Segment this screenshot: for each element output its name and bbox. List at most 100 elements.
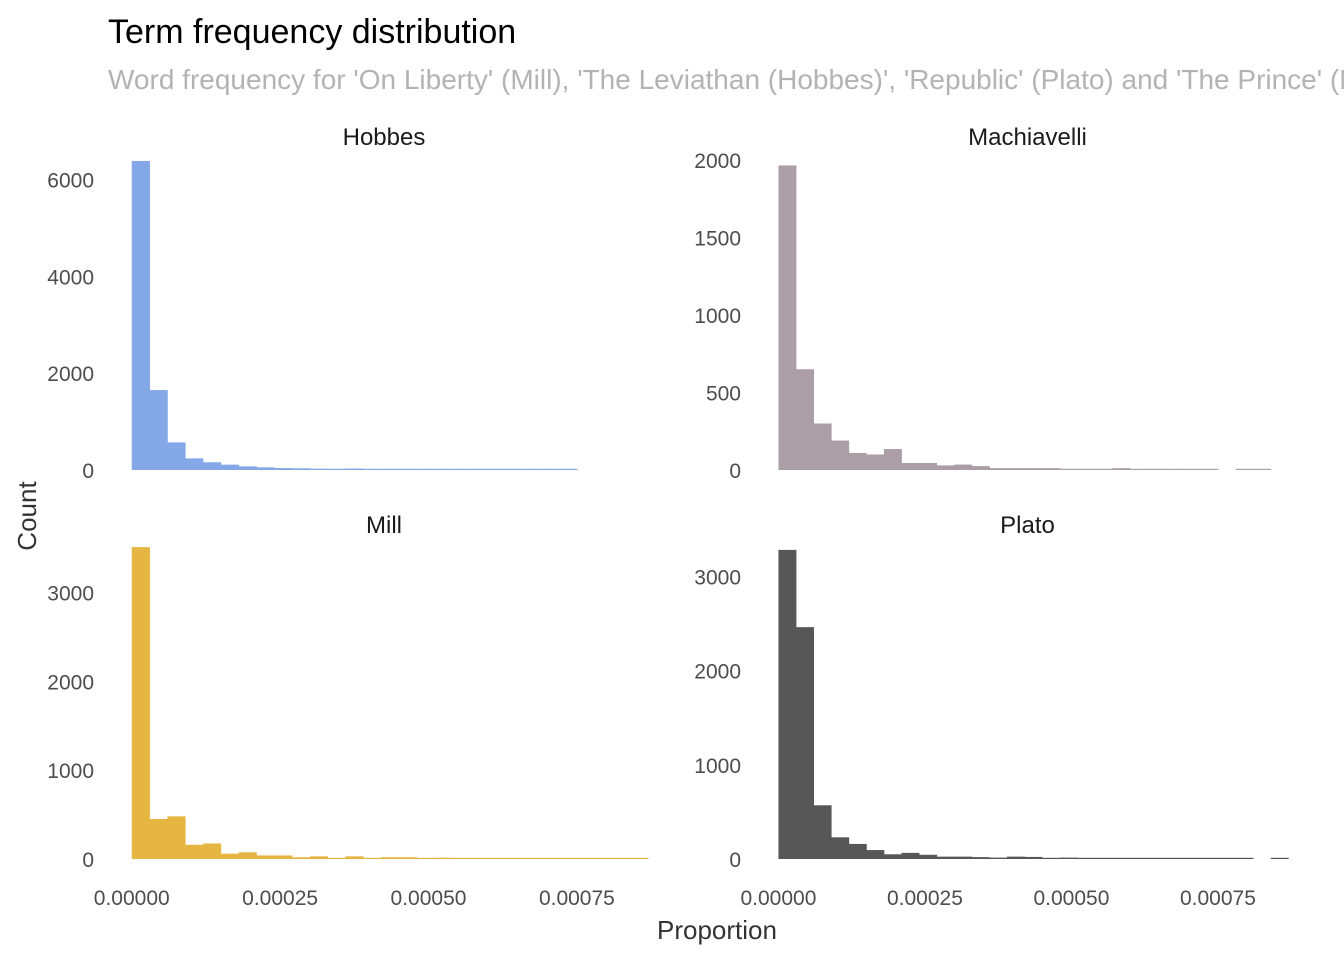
histogram-bar: [971, 466, 990, 471]
histogram-bar: [848, 452, 867, 470]
histogram-bar: [309, 468, 329, 470]
histogram-bar: [1024, 468, 1043, 470]
histogram-bar: [813, 423, 832, 470]
histogram-bar: [327, 857, 346, 859]
histogram-bar: [796, 369, 814, 470]
facet-label: Mill: [366, 512, 402, 539]
histogram-bar: [866, 850, 885, 859]
histogram-bar: [238, 852, 257, 859]
histogram-bar: [901, 852, 920, 859]
histogram-bar: [778, 165, 797, 470]
histogram-bar: [1235, 468, 1254, 470]
facet-label: Plato: [1000, 512, 1055, 539]
histogram-bar: [1270, 857, 1289, 859]
histogram-bar: [131, 547, 150, 859]
histogram-bar: [398, 857, 418, 859]
histogram-bar: [434, 468, 453, 470]
histogram-bar: [220, 853, 239, 859]
histogram-bar: [1253, 468, 1272, 470]
histogram-bar: [919, 854, 938, 859]
x-tick-label: 0.00025: [887, 887, 963, 910]
y-tick-label: 1000: [694, 305, 741, 328]
histogram-bar: [883, 449, 902, 470]
histogram-bar: [149, 819, 168, 859]
histogram-bar: [149, 390, 168, 470]
histogram-bar: [831, 837, 850, 859]
histogram-bar: [434, 857, 453, 859]
histogram-bar: [238, 466, 257, 470]
histogram-bar: [1182, 857, 1201, 859]
histogram-bar: [523, 468, 542, 470]
histogram-bar: [989, 857, 1008, 859]
histogram-bar: [1077, 857, 1096, 859]
histogram-bar: [256, 467, 275, 470]
x-tick-label: 0.00050: [391, 887, 467, 910]
y-tick-label: 3000: [47, 582, 94, 605]
histogram-bar: [416, 468, 435, 470]
histogram-bar: [292, 468, 311, 470]
chart-subtitle: Word frequency for 'On Liberty' (Mill), …: [108, 64, 1344, 95]
histogram-bar: [1200, 857, 1219, 859]
histogram-bar: [416, 857, 435, 859]
histogram-bar: [202, 462, 222, 470]
histogram-bar: [523, 857, 542, 859]
facet-hobbes: Hobbes 0 2000 4000 6000: [47, 124, 578, 483]
histogram-bar: [1024, 856, 1043, 859]
histogram-bar: [345, 468, 364, 470]
histogram-bar: [883, 854, 902, 859]
y-tick-label: 0: [729, 460, 741, 483]
histogram-bar: [919, 463, 938, 470]
histogram-bar: [954, 856, 973, 859]
histogram-bar: [1235, 857, 1254, 859]
histogram-bar: [452, 468, 471, 470]
y-tick-label: 0: [82, 460, 94, 483]
histogram-bar: [1200, 468, 1219, 470]
histogram-bar: [559, 468, 578, 470]
histogram-bar: [1094, 857, 1113, 859]
x-tick-label: 0.00000: [94, 887, 170, 910]
histogram-bar: [1042, 857, 1061, 859]
x-tick-label: 0.00075: [539, 887, 615, 910]
histogram-bar: [813, 805, 832, 859]
facet-mill: Mill 0 1000 2000 3000 0.00000 0.00025 0.00050 0.…: [47, 512, 649, 910]
histogram-bar: [796, 627, 814, 859]
histogram-bar: [363, 857, 382, 859]
histogram-bar: [292, 857, 311, 859]
histogram-bar: [398, 468, 418, 470]
histogram-bar: [1112, 468, 1131, 470]
y-tick-label: 2000: [694, 661, 741, 684]
x-tick-label: 0.00025: [242, 887, 318, 910]
histogram-bar: [1112, 857, 1131, 859]
y-tick-label: 1500: [694, 228, 741, 251]
histogram-bar: [1165, 857, 1184, 859]
histogram-bar: [1130, 468, 1149, 470]
histogram-bar: [936, 465, 955, 470]
y-tick-label: 3000: [694, 566, 741, 589]
histogram-bar: [363, 468, 382, 470]
histogram-bar: [559, 857, 578, 859]
histogram-bar: [167, 816, 186, 859]
histogram-bar: [1094, 468, 1113, 470]
histogram-bar: [594, 857, 613, 859]
histogram-bar: [1217, 857, 1236, 859]
histogram-bar: [612, 857, 631, 859]
histogram-bar: [1147, 468, 1166, 470]
histogram-bar: [505, 468, 524, 470]
y-tick-label: 2000: [47, 363, 94, 386]
x-tick-label: 0.00000: [740, 887, 816, 910]
histogram-bar: [576, 857, 596, 859]
histogram-bar: [541, 468, 560, 470]
facet-label: Hobbes: [343, 124, 426, 151]
histogram-bar: [185, 458, 204, 471]
histogram-bar: [1006, 856, 1025, 859]
facet-plato: Plato 0 1000 2000 3000 0.00000 0.00025 0.00050 0…: [694, 512, 1289, 910]
y-tick-label: 0: [729, 849, 741, 872]
histogram-bar: [1147, 857, 1166, 859]
histogram-bar: [971, 857, 990, 859]
histogram-bar: [1130, 857, 1149, 859]
histogram-bar: [1059, 468, 1078, 470]
histogram-bar: [381, 468, 400, 470]
histogram-bar: [345, 856, 364, 859]
histogram-bar: [505, 857, 524, 859]
